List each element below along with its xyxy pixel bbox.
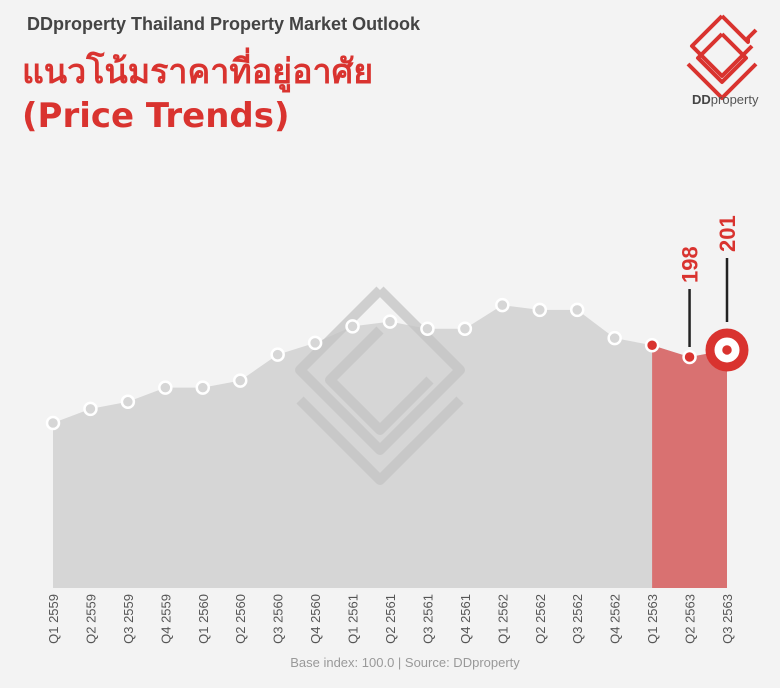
x-tick-label: Q2 2560 [233,594,248,644]
data-point [382,314,398,329]
x-tick-label: Q1 2562 [495,594,510,644]
data-point [644,337,660,353]
x-tick-label: Q3 2560 [271,594,286,644]
data-point [195,380,211,395]
data-point [232,373,248,388]
x-tick-label: Q3 2562 [570,594,585,644]
report-subtitle: DDproperty Thailand Property Market Outl… [27,14,421,34]
title-english: (Price Trends) [22,96,290,136]
data-point [719,342,735,358]
x-tick-label: Q4 2562 [608,594,623,644]
logo-text-bold: DD [692,92,711,107]
x-tick-label: Q4 2560 [308,594,323,644]
x-tick-label: Q4 2559 [158,594,173,644]
x-tick-label: Q4 2561 [458,594,473,644]
x-tick-label: Q1 2560 [196,594,211,644]
x-tick-label: Q2 2562 [533,594,548,644]
watermark-logo-icon [295,286,465,485]
data-point [495,297,510,313]
x-tick-label: Q2 2559 [83,594,98,644]
title-thai: แนวโน้มราคาที่อยู่อาศัย [22,52,374,92]
logo-text-rest: property [710,92,759,107]
x-tick-label: Q2 2561 [383,594,398,644]
data-point [569,302,585,318]
data-point [45,415,61,431]
data-point [532,302,548,318]
x-tick-label: Q1 2559 [46,594,61,644]
x-tick-label: Q2 2563 [683,594,698,644]
x-tick-label: Q3 2559 [121,594,136,644]
logo-wordmark: DDproperty [692,92,758,107]
x-tick-label: Q3 2563 [720,594,735,644]
data-point [682,349,697,365]
data-point [457,321,473,336]
data-point [607,330,622,346]
chart-title: แนวโน้มราคาที่อยู่อาศัย (Price Trends) [22,50,373,138]
data-point [307,335,323,351]
data-point [270,347,285,362]
ddproperty-logo-icon [686,14,758,100]
data-label: 201 [715,215,740,252]
highlight-area [652,345,727,588]
data-point [345,319,360,334]
data-point [158,380,173,395]
data-point [83,401,98,417]
x-tick-label: Q1 2561 [346,594,361,644]
data-point [420,321,435,336]
x-tick-label: Q1 2563 [645,594,660,644]
data-label: 198 [678,246,703,283]
source-note: Base index: 100.0 | Source: DDproperty [290,655,520,670]
x-tick-label: Q3 2561 [420,594,435,644]
data-point [120,394,136,410]
